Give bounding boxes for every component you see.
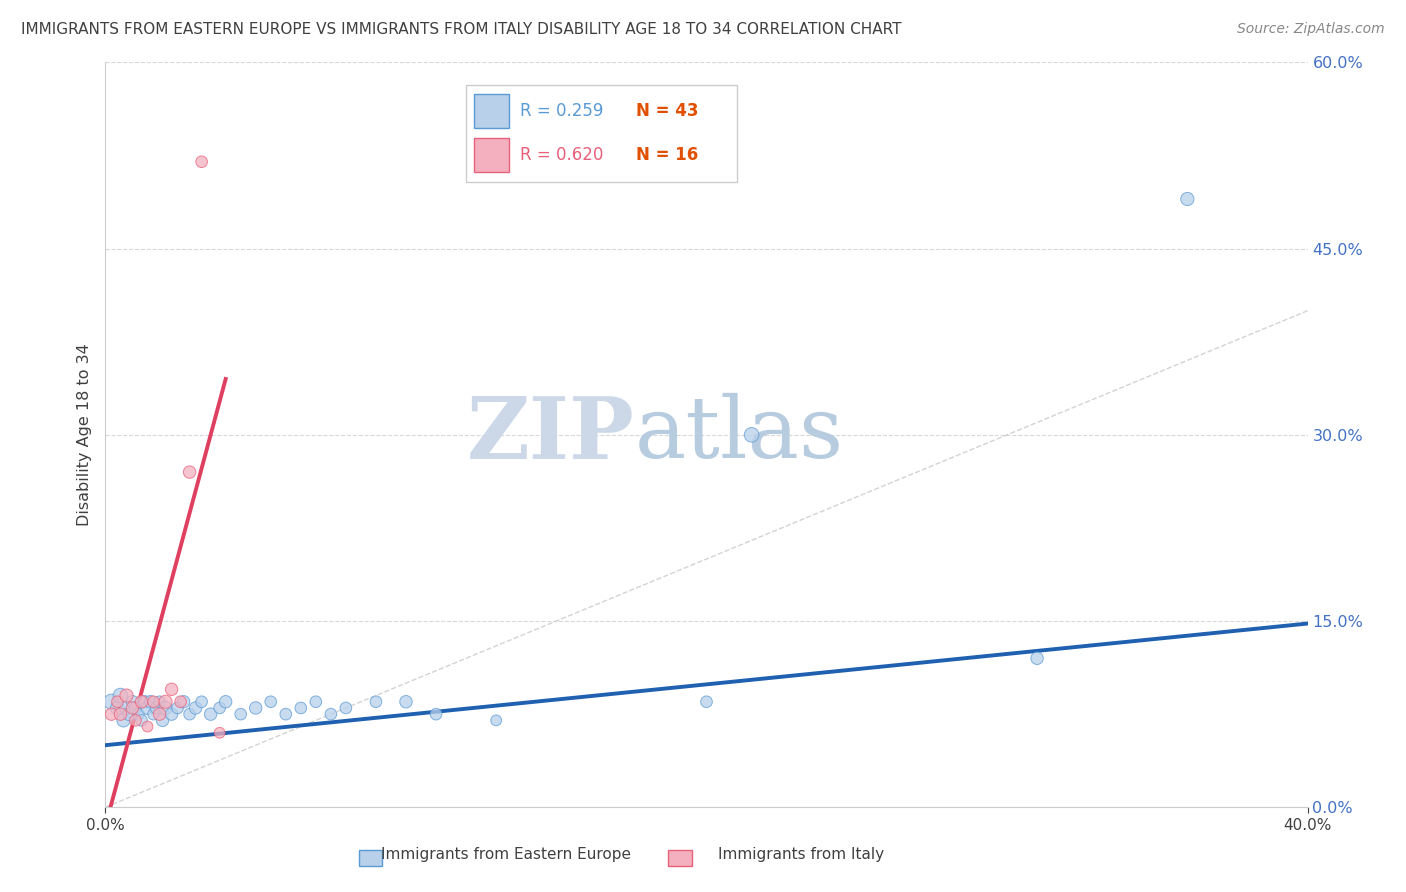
Point (184, 701, 207, 715)
Point (155, 701, 177, 715)
Point (110, 707, 132, 722)
Point (160, 707, 183, 722)
Bar (474, 138, 509, 172)
Point (112, 714, 135, 728)
Point (274, 707, 297, 722)
Point (148, 707, 170, 722)
Point (145, 701, 167, 715)
Point (364, 695, 387, 709)
Point (160, 682, 183, 697)
Text: N = 43: N = 43 (637, 103, 699, 120)
Point (152, 714, 174, 728)
Point (107, 695, 129, 709)
Point (115, 689, 138, 703)
Point (179, 465, 201, 479)
Text: R = 0.259: R = 0.259 (520, 103, 603, 120)
Point (208, 701, 231, 715)
Text: N = 16: N = 16 (637, 146, 699, 164)
Point (100, 695, 122, 709)
Point (134, 695, 156, 709)
Point (110, 689, 132, 703)
Point (214, 695, 236, 709)
Point (335, 701, 357, 715)
Point (155, 695, 177, 709)
Point (166, 701, 188, 715)
Text: Immigrants from Eastern Europe: Immigrants from Eastern Europe (381, 847, 631, 862)
Point (124, 714, 146, 728)
Point (139, 695, 162, 709)
Point (142, 695, 165, 709)
Bar (474, 95, 509, 128)
Point (148, 695, 170, 709)
Text: IMMIGRANTS FROM EASTERN EUROPE VS IMMIGRANTS FROM ITALY DISABILITY AGE 18 TO 34 : IMMIGRANTS FROM EASTERN EUROPE VS IMMIGR… (21, 22, 901, 37)
Point (131, 714, 153, 728)
Point (741, 428, 763, 442)
Point (319, 707, 342, 722)
Point (142, 707, 165, 722)
Point (121, 695, 143, 709)
Text: Source: ZipAtlas.com: Source: ZipAtlas.com (1237, 22, 1385, 37)
Point (121, 701, 143, 715)
Y-axis label: Disability Age 18 to 34: Disability Age 18 to 34 (77, 343, 93, 526)
Point (260, 695, 283, 709)
Point (107, 701, 129, 715)
Point (305, 695, 328, 709)
Point (425, 707, 447, 722)
Point (179, 707, 201, 722)
Text: Immigrants from Italy: Immigrants from Italy (718, 847, 884, 862)
Point (1175, 192, 1198, 206)
Point (115, 701, 138, 715)
Point (173, 695, 195, 709)
Point (118, 707, 141, 722)
Point (208, 726, 231, 740)
Point (131, 695, 153, 709)
Point (100, 707, 122, 722)
Text: ZIP: ZIP (467, 392, 634, 477)
Point (395, 695, 418, 709)
Point (128, 707, 150, 722)
Text: atlas: atlas (634, 393, 844, 476)
Point (124, 701, 146, 715)
Point (169, 695, 191, 709)
Text: R = 0.620: R = 0.620 (520, 146, 603, 164)
Point (190, 695, 212, 709)
Point (190, 154, 212, 169)
Point (136, 720, 159, 734)
Point (200, 707, 222, 722)
Point (245, 701, 267, 715)
Point (229, 707, 252, 722)
Point (290, 701, 312, 715)
Point (485, 714, 508, 728)
Point (136, 701, 159, 715)
Point (1026, 651, 1049, 665)
Point (696, 695, 718, 709)
